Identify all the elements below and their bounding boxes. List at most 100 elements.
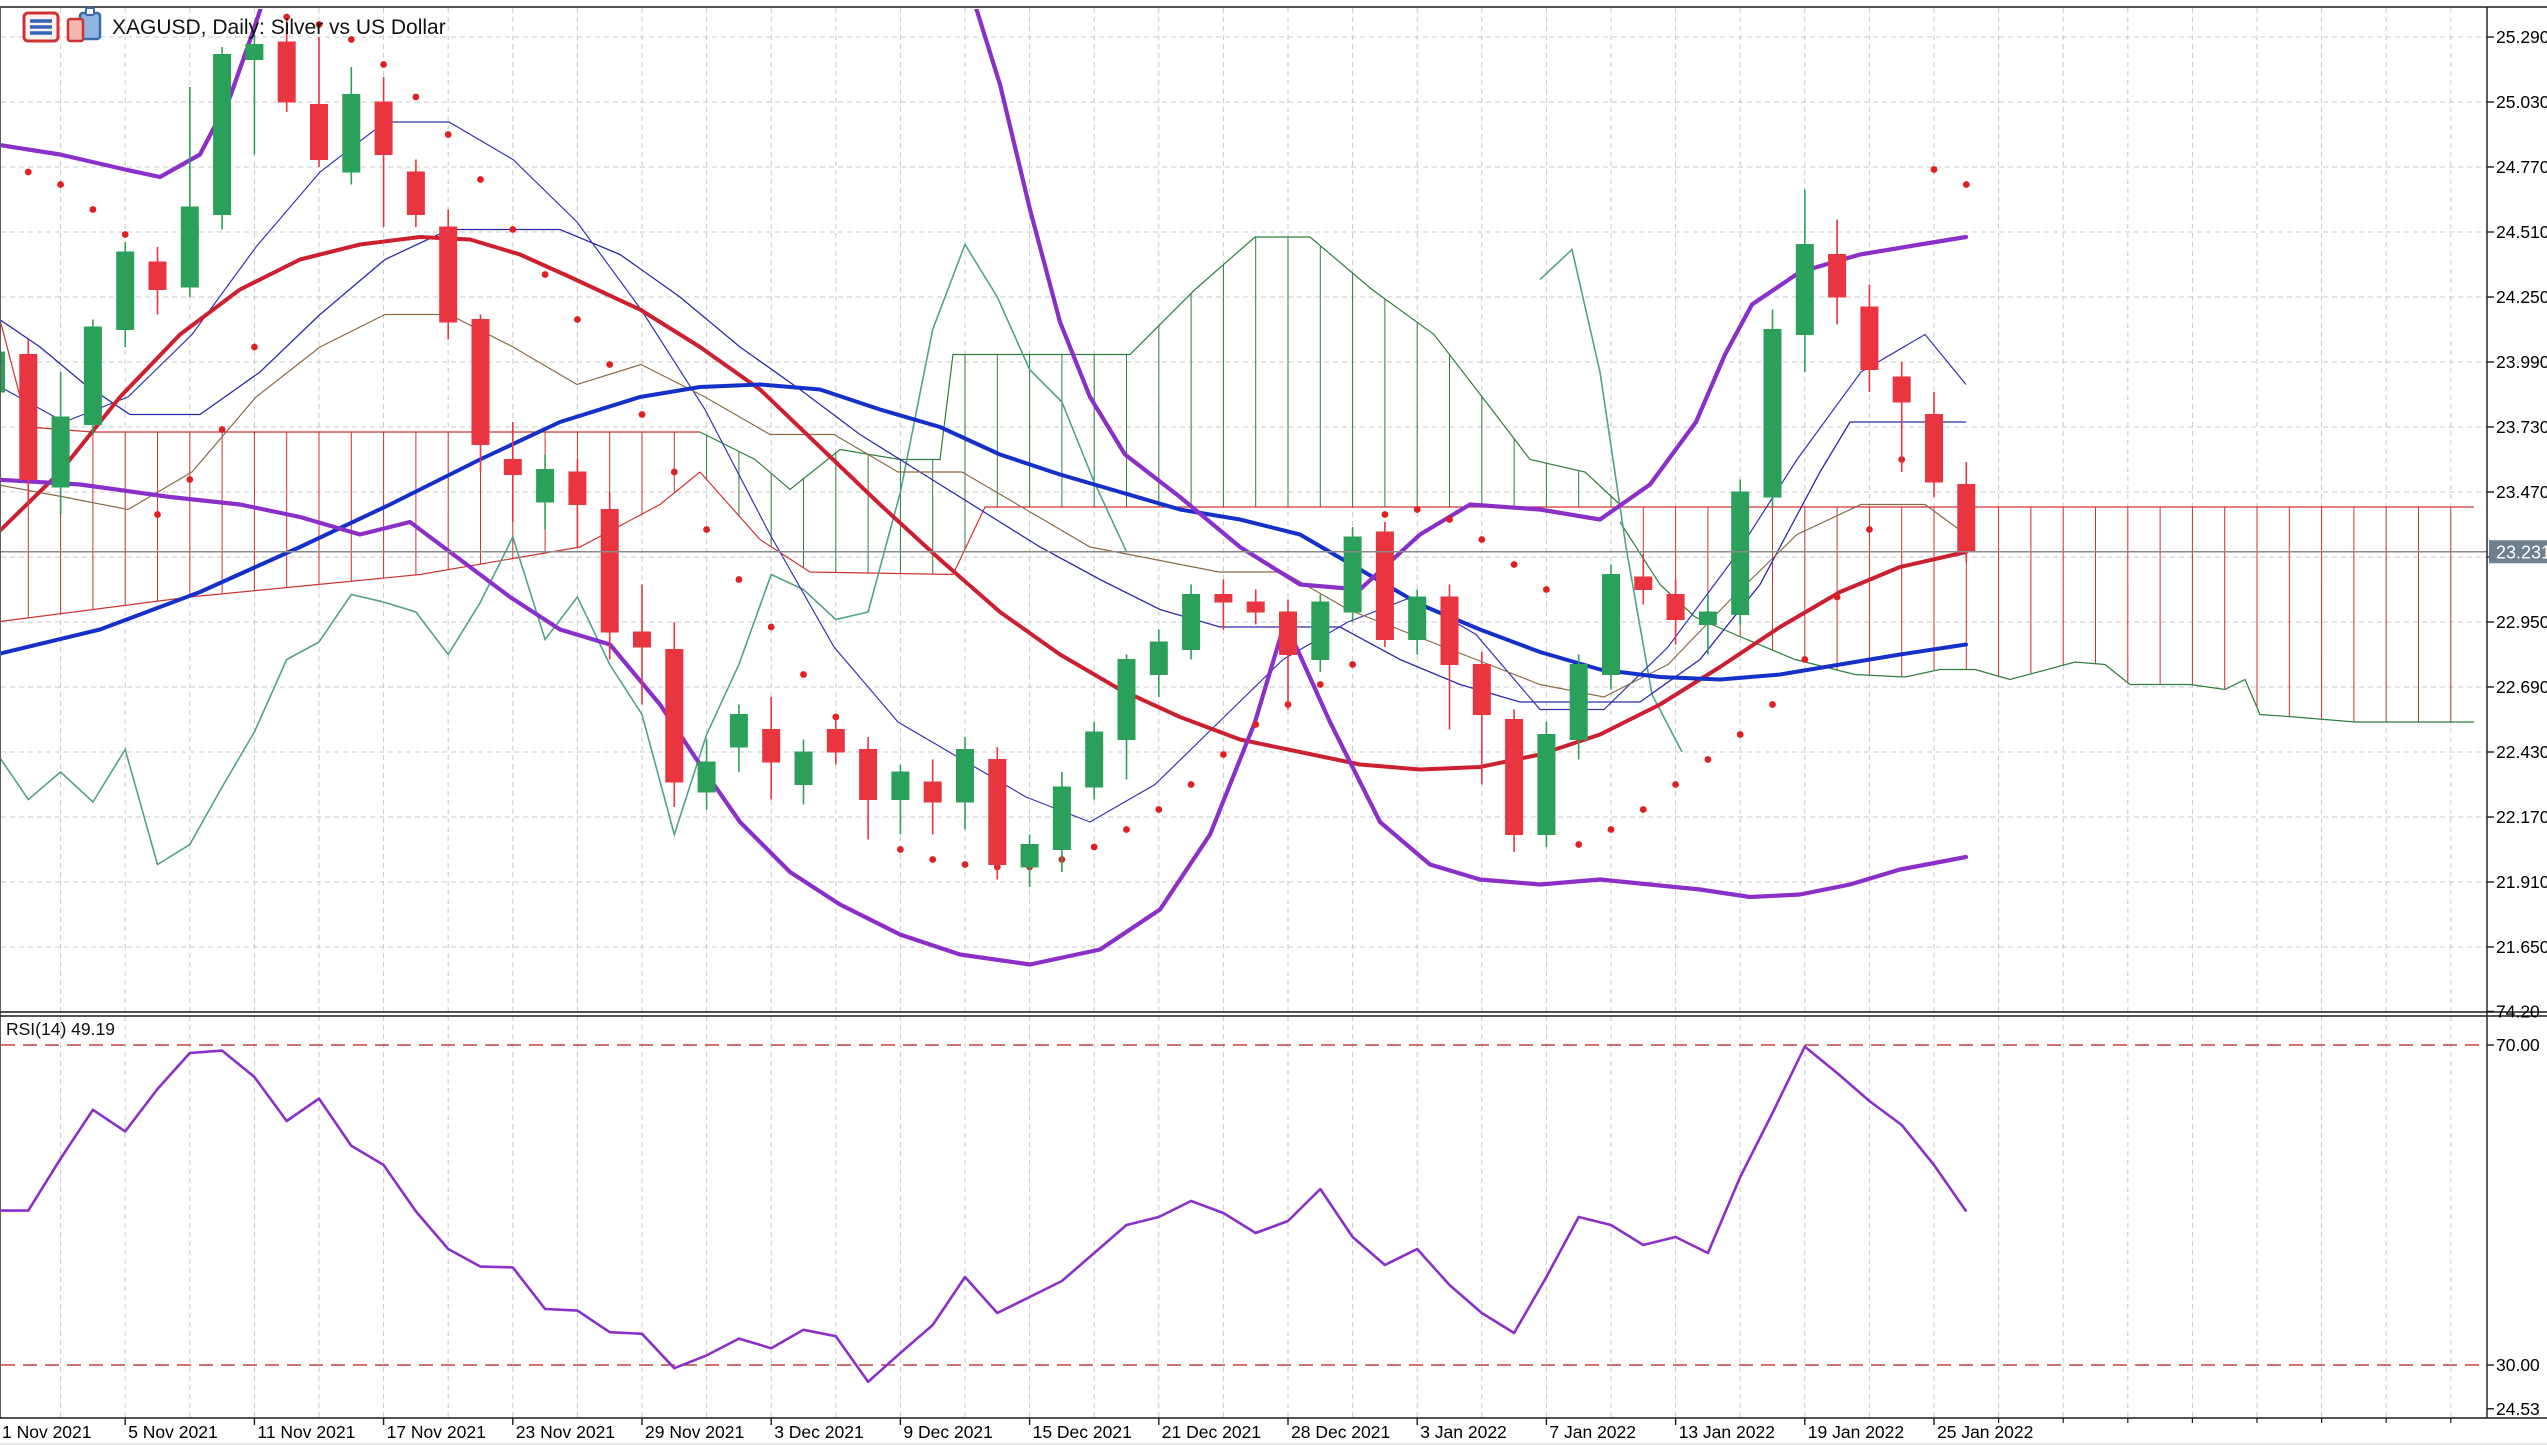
candles xyxy=(1,17,1976,887)
date-axis-label: 11 Nov 2021 xyxy=(257,1422,355,1442)
date-axis-label: 5 Nov 2021 xyxy=(128,1422,218,1442)
candle-up xyxy=(1085,731,1104,788)
candle-down xyxy=(1666,594,1685,620)
date-axis-label: 9 Dec 2021 xyxy=(903,1422,993,1442)
candle-up xyxy=(956,749,974,803)
ma-fast-line xyxy=(1,235,1968,772)
date-axis-label: 23 Nov 2021 xyxy=(516,1422,615,1442)
market-watch-icon[interactable] xyxy=(22,11,60,43)
candle-up xyxy=(1763,329,1782,498)
date-axis-label: 17 Nov 2021 xyxy=(387,1422,486,1442)
rsi-axis-label: 30.00 xyxy=(2496,1355,2540,1375)
candle-down xyxy=(1957,484,1976,553)
candle-down xyxy=(923,781,942,803)
price-axis-label: 22.430 xyxy=(2496,742,2547,762)
rsi-axis-label: 74.20 xyxy=(2496,1001,2540,1021)
price-axis-label: 21.910 xyxy=(2496,872,2547,892)
price-axis-label: 22.950 xyxy=(2496,612,2547,632)
price-axis-label: 24.770 xyxy=(2496,157,2547,177)
chikou-span-line xyxy=(1,242,1128,866)
svg-text:23.231: 23.231 xyxy=(2496,542,2547,562)
candle-down xyxy=(633,631,651,648)
candle-down xyxy=(1634,576,1653,590)
candle-down xyxy=(19,354,38,480)
candle-down xyxy=(1440,596,1459,665)
kumo-mid-line xyxy=(1,313,1967,698)
rsi-line xyxy=(1,1045,1968,1384)
candle-down xyxy=(471,319,490,445)
rsi-indicator-label: RSI(14) 49.19 xyxy=(6,1019,115,1039)
candle-up xyxy=(1182,594,1201,650)
price-axis[interactable]: 25.290 25.030 24.770 24.510 24.250 23.990 23.7… xyxy=(2487,27,2547,1419)
date-axis-label: 25 Jan 2022 xyxy=(1937,1422,2033,1442)
candle-up xyxy=(51,416,70,488)
candle-up xyxy=(1731,491,1750,615)
candle-down xyxy=(1505,719,1524,835)
candle-down xyxy=(1214,594,1233,603)
candle-down xyxy=(762,729,781,763)
date-axis-label: 21 Dec 2021 xyxy=(1162,1422,1261,1442)
candle-up xyxy=(1149,641,1168,675)
date-axis-label: 19 Jan 2022 xyxy=(1808,1422,1904,1442)
date-axis-label: 7 Jan 2022 xyxy=(1549,1422,1636,1442)
parabolic-sar-dots xyxy=(24,13,1970,871)
candle-up xyxy=(1698,611,1717,625)
date-axis-label: 1 Nov 2021 xyxy=(2,1422,92,1442)
date-axis-label: 15 Dec 2021 xyxy=(1033,1422,1132,1442)
candle-up xyxy=(245,44,264,60)
rsi-axis-label: 70.00 xyxy=(2496,1035,2540,1055)
candle-up xyxy=(1408,596,1427,640)
candle-up xyxy=(83,326,102,425)
rsi-axis-label: 24.53 xyxy=(2496,1399,2540,1419)
date-axis-label: 3 Dec 2021 xyxy=(774,1422,864,1442)
price-axis-label: 22.690 xyxy=(2496,677,2547,697)
candle-up xyxy=(1020,844,1039,868)
candle-up xyxy=(116,251,135,330)
candle-up xyxy=(891,771,910,800)
candle-up xyxy=(213,54,232,215)
kijun-sen-line xyxy=(1,228,1966,703)
candle-up xyxy=(1602,574,1620,675)
price-axis-label: 24.510 xyxy=(2496,222,2547,242)
price-axis-label: 23.470 xyxy=(2496,482,2547,502)
candle-up xyxy=(1117,659,1136,740)
candle-down xyxy=(1860,306,1879,370)
candle-down xyxy=(1279,611,1297,655)
price-axis-label: 24.250 xyxy=(2496,287,2547,307)
price-axis-label: 23.730 xyxy=(2496,417,2547,437)
candle-down xyxy=(439,226,458,323)
candle-down xyxy=(1892,376,1911,403)
tenkan-sen-line xyxy=(1,121,1967,823)
price-axis-label: 22.170 xyxy=(2496,807,2547,827)
candle-down xyxy=(1828,254,1847,298)
candle-down xyxy=(859,749,878,800)
ma-slow-line xyxy=(1,382,1968,682)
price-axis-label: 25.030 xyxy=(2496,92,2547,112)
candle-down xyxy=(826,729,845,753)
band-lower-line xyxy=(1,477,1969,967)
chart-window-icon[interactable] xyxy=(66,7,102,43)
candle-down xyxy=(148,261,167,290)
candle-up xyxy=(794,751,813,785)
candle-up xyxy=(697,761,716,793)
candle-down xyxy=(1925,414,1943,483)
candle-down xyxy=(1472,664,1491,715)
price-axis-label: 23.990 xyxy=(2496,352,2547,372)
candle-down xyxy=(277,41,296,103)
price-axis-label: 21.650 xyxy=(2496,937,2547,957)
candle-up xyxy=(1537,734,1556,835)
date-axis-label: 29 Nov 2021 xyxy=(645,1422,744,1442)
candle-down xyxy=(503,459,522,475)
date-axis[interactable]: 1 Nov 2021 5 Nov 2021 11 Nov 2021 17 Nov 20… xyxy=(0,1418,2452,1442)
candle-down xyxy=(310,104,328,160)
candle-down xyxy=(988,759,1007,865)
candle-down xyxy=(406,171,425,215)
candle-down xyxy=(1375,531,1394,640)
date-axis-label: 28 Dec 2021 xyxy=(1291,1422,1390,1442)
candle-up xyxy=(729,714,748,748)
candle-up xyxy=(342,94,361,173)
candle-up xyxy=(1569,664,1588,740)
date-axis-label: 3 Jan 2022 xyxy=(1420,1422,1507,1442)
